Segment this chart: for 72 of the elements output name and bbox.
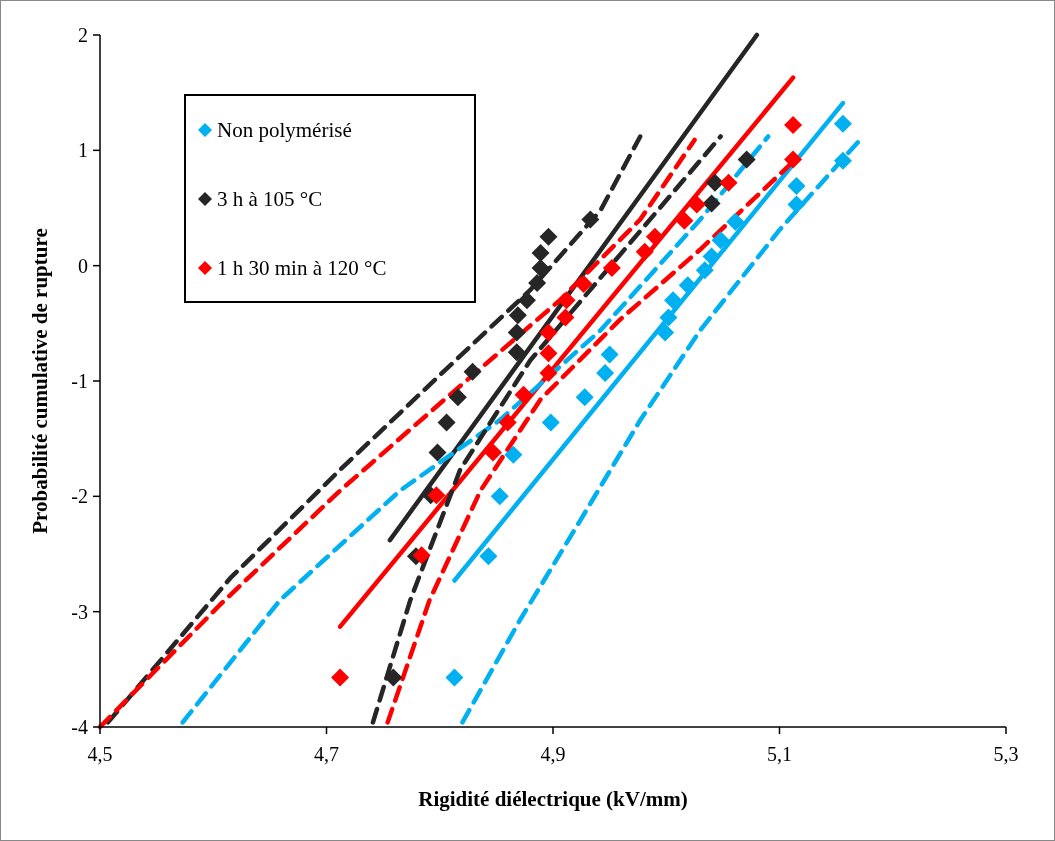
point bbox=[602, 258, 621, 277]
point bbox=[702, 247, 721, 266]
point bbox=[719, 173, 738, 192]
point bbox=[437, 413, 456, 432]
point bbox=[556, 308, 575, 327]
point bbox=[635, 242, 654, 261]
point bbox=[600, 345, 619, 364]
point bbox=[659, 308, 678, 327]
point bbox=[656, 323, 675, 342]
point bbox=[531, 243, 550, 262]
point bbox=[463, 362, 482, 381]
point bbox=[427, 486, 446, 505]
x-axis-title: Rigidité diélectrique (kV/mm) bbox=[418, 787, 688, 811]
point bbox=[504, 445, 523, 464]
point bbox=[539, 344, 558, 363]
point bbox=[705, 173, 724, 192]
point bbox=[479, 547, 498, 566]
y-tick-label: -1 bbox=[71, 370, 88, 392]
point bbox=[702, 194, 721, 213]
y-tick-label: -4 bbox=[71, 716, 88, 738]
point bbox=[581, 210, 600, 229]
legend-label: 1 h 30 min à 120 °C bbox=[217, 256, 387, 280]
x-tick-label: 4,5 bbox=[87, 743, 113, 765]
point bbox=[483, 443, 502, 462]
y-tick-label: 0 bbox=[78, 254, 88, 277]
point bbox=[737, 150, 756, 169]
point bbox=[784, 150, 803, 169]
point bbox=[711, 231, 730, 250]
y-axis-title: Probabilité cumulative de rupture bbox=[28, 228, 52, 534]
point bbox=[541, 413, 560, 432]
point bbox=[514, 385, 533, 404]
point bbox=[508, 306, 527, 325]
point bbox=[507, 323, 526, 342]
y-tick-label: 2 bbox=[78, 24, 88, 46]
y-tick-label: -3 bbox=[71, 600, 88, 623]
point bbox=[531, 258, 550, 277]
point bbox=[664, 291, 683, 310]
point bbox=[539, 227, 558, 246]
point bbox=[498, 413, 517, 432]
point bbox=[695, 261, 714, 280]
point bbox=[539, 363, 558, 382]
point bbox=[726, 212, 745, 231]
point bbox=[574, 275, 593, 294]
point bbox=[384, 668, 403, 687]
point bbox=[517, 291, 536, 310]
point bbox=[528, 273, 547, 292]
point bbox=[833, 151, 852, 170]
x-tick-label: 5,3 bbox=[993, 743, 1019, 765]
point bbox=[787, 177, 806, 196]
point bbox=[331, 668, 350, 687]
x-tick-label: 5,1 bbox=[767, 743, 792, 765]
x-tick-label: 4,7 bbox=[314, 743, 339, 765]
point bbox=[833, 114, 852, 133]
point bbox=[787, 195, 806, 214]
point bbox=[448, 388, 467, 407]
point bbox=[428, 443, 447, 462]
point bbox=[687, 195, 706, 214]
legend-label: 3 h à 105 °C bbox=[217, 187, 323, 211]
point bbox=[784, 115, 803, 134]
point bbox=[490, 487, 509, 506]
point bbox=[412, 546, 431, 565]
point bbox=[445, 668, 464, 687]
point bbox=[675, 211, 694, 230]
y-tick-label: -2 bbox=[71, 485, 88, 508]
point bbox=[575, 388, 594, 407]
legend-label: Non polymérisé bbox=[217, 118, 352, 142]
point bbox=[539, 323, 558, 342]
x-tick-label: 4,9 bbox=[540, 743, 566, 765]
line-series bbox=[460, 137, 863, 725]
y-tick-label: 1 bbox=[78, 139, 88, 162]
point bbox=[596, 363, 615, 382]
point bbox=[507, 343, 526, 362]
